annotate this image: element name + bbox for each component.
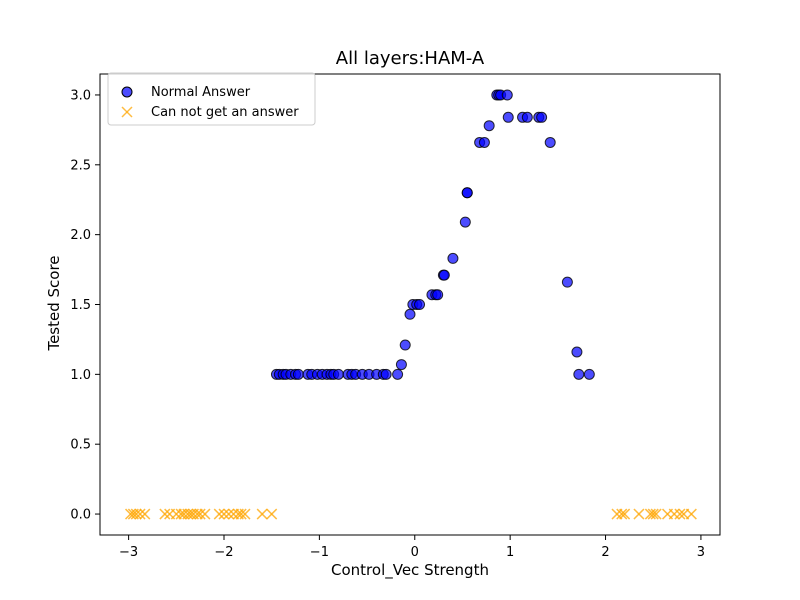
legend-label-normal-answer: Normal Answer: [151, 85, 251, 100]
data-point-normal-answer: [399, 339, 411, 351]
x-tick-label: −3: [119, 545, 138, 560]
data-point-normal-answer: [392, 368, 404, 380]
data-point-normal-answer: [501, 89, 513, 101]
x-tick-label: 3: [697, 545, 705, 560]
data-point-normal-answer: [447, 252, 459, 264]
data-point-normal-answer: [432, 289, 444, 301]
data-points: [124, 89, 697, 520]
y-tick-label: 1.0: [70, 368, 91, 383]
data-point-normal-answer: [561, 276, 573, 288]
y-tick-label: 2.5: [70, 158, 91, 173]
chart-title: All layers:HAM-A: [336, 48, 485, 69]
data-point-no-answer: [199, 508, 211, 520]
data-point-normal-answer: [461, 187, 473, 199]
data-point-no-answer: [256, 508, 268, 520]
data-point-no-answer: [616, 508, 628, 520]
y-tick-label: 1.5: [70, 298, 91, 313]
data-point-no-answer: [685, 508, 697, 520]
data-point-no-answer: [213, 508, 225, 520]
data-point-no-answer: [194, 508, 206, 520]
data-point-no-answer: [619, 508, 631, 520]
y-axis: 0.0 0.5 1.0 1.5 2.0 2.5 3.0: [70, 88, 100, 523]
data-point-normal-answer: [502, 111, 514, 123]
data-point-normal-answer: [332, 368, 344, 380]
y-tick-label: 2.0: [70, 228, 91, 243]
data-point-normal-answer: [483, 120, 495, 132]
data-point-normal-answer: [544, 136, 556, 148]
data-point-no-answer: [130, 508, 142, 520]
data-point-no-answer: [239, 508, 251, 520]
x-tick-label: 0: [411, 545, 419, 560]
y-axis-label: Tested Score: [45, 255, 63, 351]
legend-marker-normal-answer: [121, 86, 133, 98]
data-point-normal-answer: [521, 111, 533, 123]
data-point-no-answer: [633, 508, 645, 520]
legend-marker-no-answer: [121, 106, 133, 118]
x-axis-label: Control_Vec Strength: [331, 561, 489, 580]
x-tick-label: 2: [601, 545, 609, 560]
data-point-no-answer: [223, 508, 235, 520]
data-point-no-answer: [218, 508, 230, 520]
x-tick-label: −1: [310, 545, 329, 560]
data-point-no-answer: [235, 508, 247, 520]
data-point-normal-answer: [380, 368, 392, 380]
legend-label-no-answer: Can not get an answer: [151, 105, 299, 120]
legend-x-glyph: [121, 106, 133, 118]
data-point-no-answer: [139, 508, 151, 520]
data-point-normal-answer: [478, 136, 490, 148]
data-point-normal-answer: [459, 216, 471, 228]
y-tick-label: 3.0: [70, 88, 91, 103]
data-point-no-answer: [159, 508, 171, 520]
data-point-normal-answer: [571, 346, 583, 358]
data-point-normal-answer: [292, 368, 304, 380]
data-point-no-answer: [650, 508, 662, 520]
legend: Normal Answer Can not get an answer: [107, 72, 316, 126]
data-point-normal-answer: [395, 359, 407, 371]
x-tick-label: 1: [506, 545, 514, 560]
data-point-no-answer: [266, 508, 278, 520]
data-point-no-answer: [134, 508, 146, 520]
y-tick-label: 0.0: [70, 508, 91, 523]
x-tick-label: −2: [214, 545, 233, 560]
data-point-no-answer: [674, 508, 686, 520]
y-tick-label: 0.5: [70, 438, 91, 453]
data-point-normal-answer: [583, 368, 595, 380]
x-axis: −3 −2 −1 0 1 2 3: [119, 535, 705, 560]
data-point-no-answer: [647, 508, 659, 520]
data-point-normal-answer: [573, 368, 585, 380]
data-point-normal-answer: [414, 299, 426, 310]
data-point-normal-answer: [404, 308, 416, 320]
legend-box: [107, 72, 316, 126]
data-point-normal-answer: [536, 111, 548, 123]
data-point-normal-answer: [438, 269, 450, 281]
